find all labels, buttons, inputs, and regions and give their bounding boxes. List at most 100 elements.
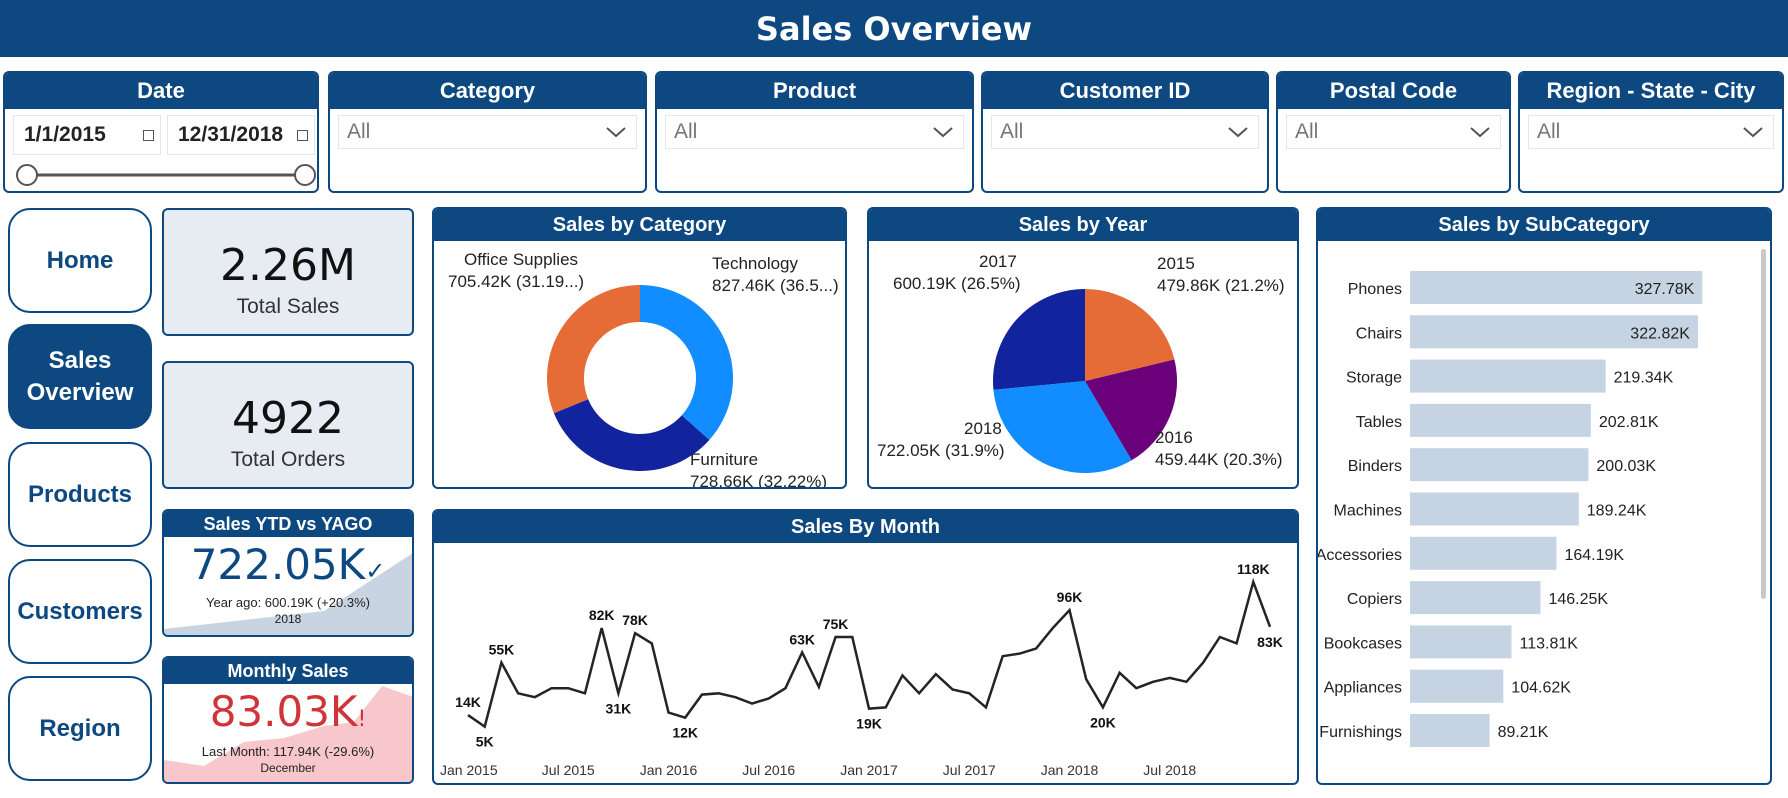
total-orders-label: Total Orders bbox=[230, 448, 346, 471]
year-slice-2017[interactable] bbox=[993, 289, 1085, 390]
subcategory-bar[interactable] bbox=[1410, 271, 1703, 304]
postal-code-slicer-title: Postal Code bbox=[1278, 73, 1509, 109]
subcategory-bar[interactable] bbox=[1410, 448, 1589, 482]
year-label-name: 2018 bbox=[964, 419, 1002, 438]
month-axis-tick-label: Jan 2017 bbox=[840, 762, 898, 778]
sales-by-year-chart[interactable]: 2015 479.86K (21.2%) 2016 459.44K (20.3%… bbox=[869, 241, 1299, 489]
ytd-title: Sales YTD vs YAGO bbox=[164, 511, 412, 537]
subcategory-axis-label: Furnishings bbox=[1319, 724, 1402, 741]
category-dropdown[interactable]: All bbox=[338, 115, 637, 149]
chevron-down-icon[interactable] bbox=[1226, 122, 1250, 142]
calendar-icon[interactable] bbox=[143, 130, 154, 141]
alert-icon: ! bbox=[357, 707, 367, 732]
category-slice-furniture[interactable] bbox=[553, 399, 710, 471]
month-data-label: 55K bbox=[489, 642, 515, 658]
subcategory-data-label: 202.81K bbox=[1599, 414, 1659, 431]
month-axis-tick-label: Jan 2016 bbox=[640, 762, 698, 778]
category-label-value: 728.66K (32.22%) bbox=[690, 472, 827, 489]
category-label-name: Technology bbox=[712, 254, 799, 273]
chevron-down-icon[interactable] bbox=[1741, 122, 1765, 142]
sales-by-subcategory-title: Sales by SubCategory bbox=[1318, 209, 1770, 241]
sales-by-category-chart[interactable]: Technology 827.46K (36.5...) Furniture 7… bbox=[434, 241, 847, 489]
month-data-label: 20K bbox=[1090, 714, 1116, 730]
monthly-title: Monthly Sales bbox=[164, 658, 412, 684]
nav-home-button[interactable]: Home bbox=[8, 208, 152, 313]
subcategory-data-label: 113.81K bbox=[1520, 635, 1579, 652]
month-axis-tick-label: Jan 2018 bbox=[1041, 762, 1099, 778]
subcategory-data-label: 322.82K bbox=[1630, 325, 1690, 342]
chevron-down-icon[interactable] bbox=[931, 122, 955, 142]
subcategory-bar[interactable] bbox=[1410, 581, 1541, 615]
subcategory-axis-label: Chairs bbox=[1356, 325, 1402, 342]
region-dropdown[interactable]: All bbox=[1528, 115, 1774, 149]
subcategory-bar[interactable] bbox=[1410, 492, 1579, 526]
customer-id-slicer[interactable]: Customer ID All bbox=[981, 71, 1269, 193]
total-orders-value: 4922 bbox=[232, 393, 344, 444]
page-title: Sales Overview bbox=[0, 0, 1788, 57]
date-range-end-handle[interactable] bbox=[294, 164, 316, 186]
nav-products-button[interactable]: Products bbox=[8, 442, 152, 547]
sales-by-subcategory-chart[interactable]: Phones 327.78K Chairs 322.82K Storage 219.34K… bbox=[1318, 241, 1772, 785]
postal-code-dropdown-value: All bbox=[1295, 120, 1319, 143]
sales-by-month-chart[interactable]: 14K 5K 55K 82K 31K 78K 12K 63K 75K 19K 96K 20K 118K 8… bbox=[434, 543, 1299, 785]
month-data-label: 118K bbox=[1237, 561, 1270, 577]
sales-ytd-card: Sales YTD vs YAGO 722.05K✓ Year ago: 600… bbox=[162, 509, 414, 637]
sales-by-category-card: Sales by Category Technology 827.46K (36… bbox=[432, 207, 847, 489]
category-slice-technology[interactable] bbox=[640, 285, 733, 440]
customer-id-dropdown[interactable]: All bbox=[991, 115, 1259, 149]
category-slicer-title: Category bbox=[330, 73, 645, 109]
category-label-value: 827.46K (36.5...) bbox=[712, 276, 839, 295]
year-slice-2018[interactable] bbox=[993, 381, 1132, 473]
date-slicer[interactable]: Date 1/1/2015 12/31/2018 bbox=[3, 71, 319, 193]
subcategory-bar[interactable] bbox=[1410, 669, 1504, 703]
month-data-label: 75K bbox=[823, 616, 849, 632]
product-dropdown[interactable]: All bbox=[665, 115, 964, 149]
subcategory-bar[interactable] bbox=[1410, 403, 1591, 437]
date-slicer-title: Date bbox=[5, 73, 317, 109]
subcategory-bar[interactable] bbox=[1410, 359, 1606, 393]
category-dropdown-value: All bbox=[347, 120, 371, 143]
sales-by-year-title: Sales by Year bbox=[869, 209, 1297, 241]
category-slicer[interactable]: Category All bbox=[328, 71, 647, 193]
year-slice-2016[interactable] bbox=[1085, 359, 1177, 461]
postal-code-slicer[interactable]: Postal Code All bbox=[1276, 71, 1511, 193]
month-axis-tick-label: Jul 2018 bbox=[1143, 762, 1196, 778]
ytd-year: 2018 bbox=[274, 612, 302, 626]
ytd-value: 722.05K bbox=[190, 540, 366, 589]
chevron-down-icon[interactable] bbox=[1468, 122, 1492, 142]
subcategory-axis-label: Tables bbox=[1356, 414, 1402, 431]
subcategory-bar[interactable] bbox=[1410, 315, 1698, 349]
subcategory-data-label: 104.62K bbox=[1511, 680, 1571, 697]
nav-sales-overview-button[interactable]: Sales Overview bbox=[8, 324, 152, 429]
subcategory-bar[interactable] bbox=[1410, 714, 1490, 747]
product-slicer[interactable]: Product All bbox=[655, 71, 974, 193]
year-label-name: 2015 bbox=[1157, 254, 1195, 273]
total-sales-label: Total Sales bbox=[236, 295, 340, 318]
nav-customers-button[interactable]: Customers bbox=[8, 559, 152, 664]
chevron-down-icon[interactable] bbox=[604, 122, 628, 142]
start-date-input[interactable]: 1/1/2015 bbox=[13, 115, 161, 155]
region-slicer[interactable]: Region - State - City All bbox=[1518, 71, 1784, 193]
category-label-value: 705.42K (31.19...) bbox=[448, 272, 584, 291]
year-label-name: 2016 bbox=[1155, 428, 1193, 447]
year-label-value: 459.44K (20.3%) bbox=[1155, 450, 1283, 469]
sales-by-year-card: Sales by Year 2015 479.86K (21.2%) 2016 … bbox=[867, 207, 1299, 489]
subcategory-data-label: 200.03K bbox=[1596, 458, 1656, 475]
subcategory-bar[interactable] bbox=[1410, 625, 1512, 659]
scrollbar[interactable] bbox=[1761, 249, 1766, 599]
month-data-label: 82K bbox=[589, 607, 615, 623]
category-slice-office-supplies[interactable] bbox=[547, 285, 640, 414]
postal-code-dropdown[interactable]: All bbox=[1286, 115, 1501, 149]
date-range-start-handle[interactable] bbox=[16, 164, 38, 186]
sales-by-category-title: Sales by Category bbox=[434, 209, 845, 241]
sales-by-month-line[interactable] bbox=[467, 577, 1272, 729]
subcategory-data-label: 89.21K bbox=[1498, 724, 1549, 741]
year-label-value: 479.86K (21.2%) bbox=[1157, 276, 1285, 295]
end-date-input[interactable]: 12/31/2018 bbox=[167, 115, 315, 155]
month-axis-tick-label: Jan 2015 bbox=[440, 762, 498, 778]
nav-region-button[interactable]: Region bbox=[8, 676, 152, 781]
year-slice-2015[interactable] bbox=[1085, 289, 1175, 381]
calendar-icon[interactable] bbox=[297, 130, 308, 141]
subcategory-bar[interactable] bbox=[1410, 536, 1557, 570]
month-data-label: 83K bbox=[1257, 634, 1283, 650]
